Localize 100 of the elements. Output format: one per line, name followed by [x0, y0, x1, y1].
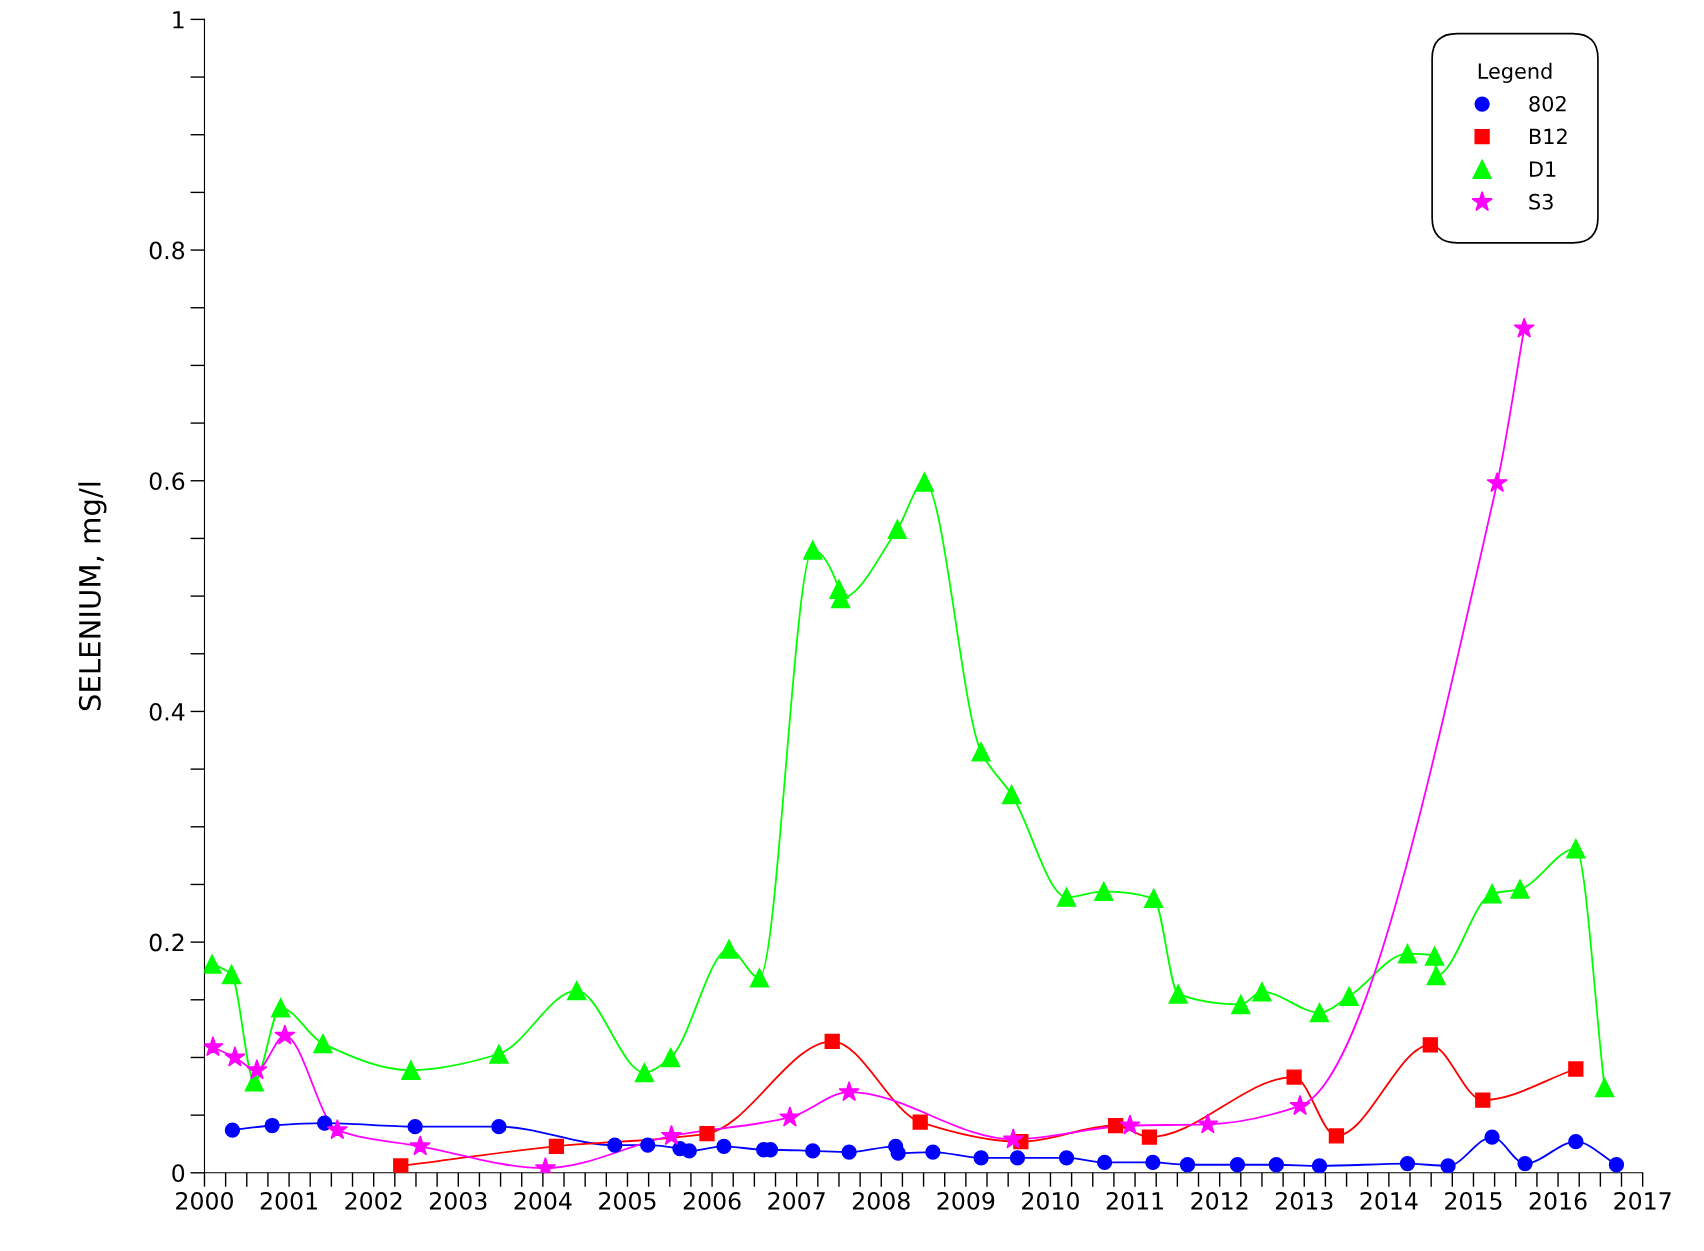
- x-tick-label: 2005: [599, 1191, 656, 1210]
- point: [841, 1144, 857, 1160]
- point: [719, 939, 739, 959]
- point: [1168, 984, 1188, 1004]
- x-tick-label: 2006: [683, 1191, 741, 1210]
- point: [221, 964, 242, 985]
- x-tick-label: 2016: [1529, 1191, 1587, 1210]
- point: [607, 1137, 623, 1153]
- point: [1594, 1077, 1615, 1098]
- point: [1145, 1154, 1161, 1171]
- x-tick-label: 2007: [768, 1191, 825, 1210]
- point: [264, 1117, 280, 1134]
- point: [716, 1138, 732, 1154]
- point: [1009, 1150, 1026, 1166]
- point: [224, 1046, 246, 1067]
- point: [1096, 1154, 1113, 1171]
- point: [1058, 1150, 1075, 1166]
- point: [1001, 784, 1022, 805]
- point: [1440, 1158, 1456, 1173]
- point: [1229, 1157, 1246, 1173]
- legend-label: D1: [1530, 161, 1556, 177]
- point: [640, 1137, 656, 1153]
- point: [887, 519, 908, 539]
- point: [779, 1106, 801, 1127]
- point: [1056, 887, 1077, 907]
- point: [1311, 1158, 1328, 1173]
- point: [1568, 1061, 1584, 1077]
- point: [326, 1119, 348, 1140]
- x-tick-label: 2014: [1360, 1191, 1418, 1210]
- point: [274, 1024, 296, 1045]
- point: [971, 742, 991, 762]
- point: [749, 968, 770, 988]
- point: [912, 1114, 928, 1130]
- legend-title: Legend: [1478, 62, 1552, 84]
- point: [1486, 471, 1508, 493]
- x-tick-label: 2001: [260, 1191, 317, 1210]
- point: [973, 1150, 989, 1166]
- legend-label: S3: [1529, 193, 1553, 210]
- legend-label: B12: [1530, 128, 1567, 144]
- y-tick-label: 0.4: [149, 702, 185, 721]
- x-tick-label: 2015: [1445, 1191, 1502, 1210]
- y-tick-label: 0.2: [149, 933, 184, 952]
- point: [1566, 838, 1586, 859]
- point: [1339, 986, 1359, 1007]
- point: [1094, 881, 1114, 902]
- point: [660, 1124, 683, 1146]
- point: [1268, 1157, 1284, 1173]
- y-axis-title: SELENIUM, mg/l: [78, 482, 107, 711]
- point: [1510, 879, 1530, 899]
- point: [1482, 883, 1502, 904]
- point: [634, 1062, 655, 1083]
- point: [270, 998, 291, 1018]
- point: [204, 1035, 224, 1057]
- point: [489, 1044, 509, 1064]
- point: [548, 1138, 565, 1154]
- x-tick-label: 2000: [176, 1191, 233, 1210]
- point: [681, 1143, 697, 1159]
- x-tick-label: 2017: [1614, 1191, 1671, 1210]
- x-tick-label: 2013: [1275, 1191, 1333, 1210]
- point: [1475, 1092, 1491, 1108]
- point: [1513, 317, 1535, 338]
- point: [805, 1143, 821, 1159]
- x-tick-label: 2011: [1106, 1191, 1163, 1210]
- point: [890, 1145, 906, 1161]
- point: [1143, 888, 1164, 909]
- point: [914, 472, 935, 492]
- point: [1517, 1155, 1533, 1172]
- point: [246, 1059, 268, 1080]
- y-tick-label: 0.8: [149, 241, 185, 260]
- point: [1119, 1114, 1141, 1135]
- point: [316, 1115, 333, 1131]
- point: [1484, 1129, 1500, 1145]
- point: [566, 980, 587, 1001]
- point: [1422, 1037, 1438, 1053]
- x-tick-label: 2010: [1022, 1191, 1079, 1210]
- x-tick-label: 2004: [514, 1191, 572, 1210]
- point: [491, 1119, 507, 1135]
- point: [1107, 1117, 1124, 1134]
- point: [313, 1033, 333, 1054]
- point: [1179, 1157, 1196, 1173]
- point: [1289, 1094, 1311, 1116]
- x-tick-label: 2002: [345, 1191, 402, 1210]
- point: [803, 540, 823, 560]
- point: [1286, 1069, 1302, 1085]
- point: [660, 1047, 681, 1068]
- point: [699, 1125, 715, 1142]
- x-tick-label: 2008: [852, 1191, 910, 1210]
- point: [1397, 943, 1418, 964]
- point: [409, 1135, 431, 1156]
- point: [1608, 1157, 1625, 1173]
- point: [1328, 1128, 1345, 1144]
- point: [838, 1080, 860, 1102]
- point: [1309, 1002, 1330, 1023]
- x-tick-label: 2003: [429, 1191, 487, 1210]
- point: [1424, 946, 1445, 966]
- point: [1568, 1134, 1584, 1150]
- point: [1231, 994, 1251, 1015]
- point: [393, 1158, 409, 1173]
- point: [407, 1119, 423, 1135]
- point: [401, 1060, 421, 1080]
